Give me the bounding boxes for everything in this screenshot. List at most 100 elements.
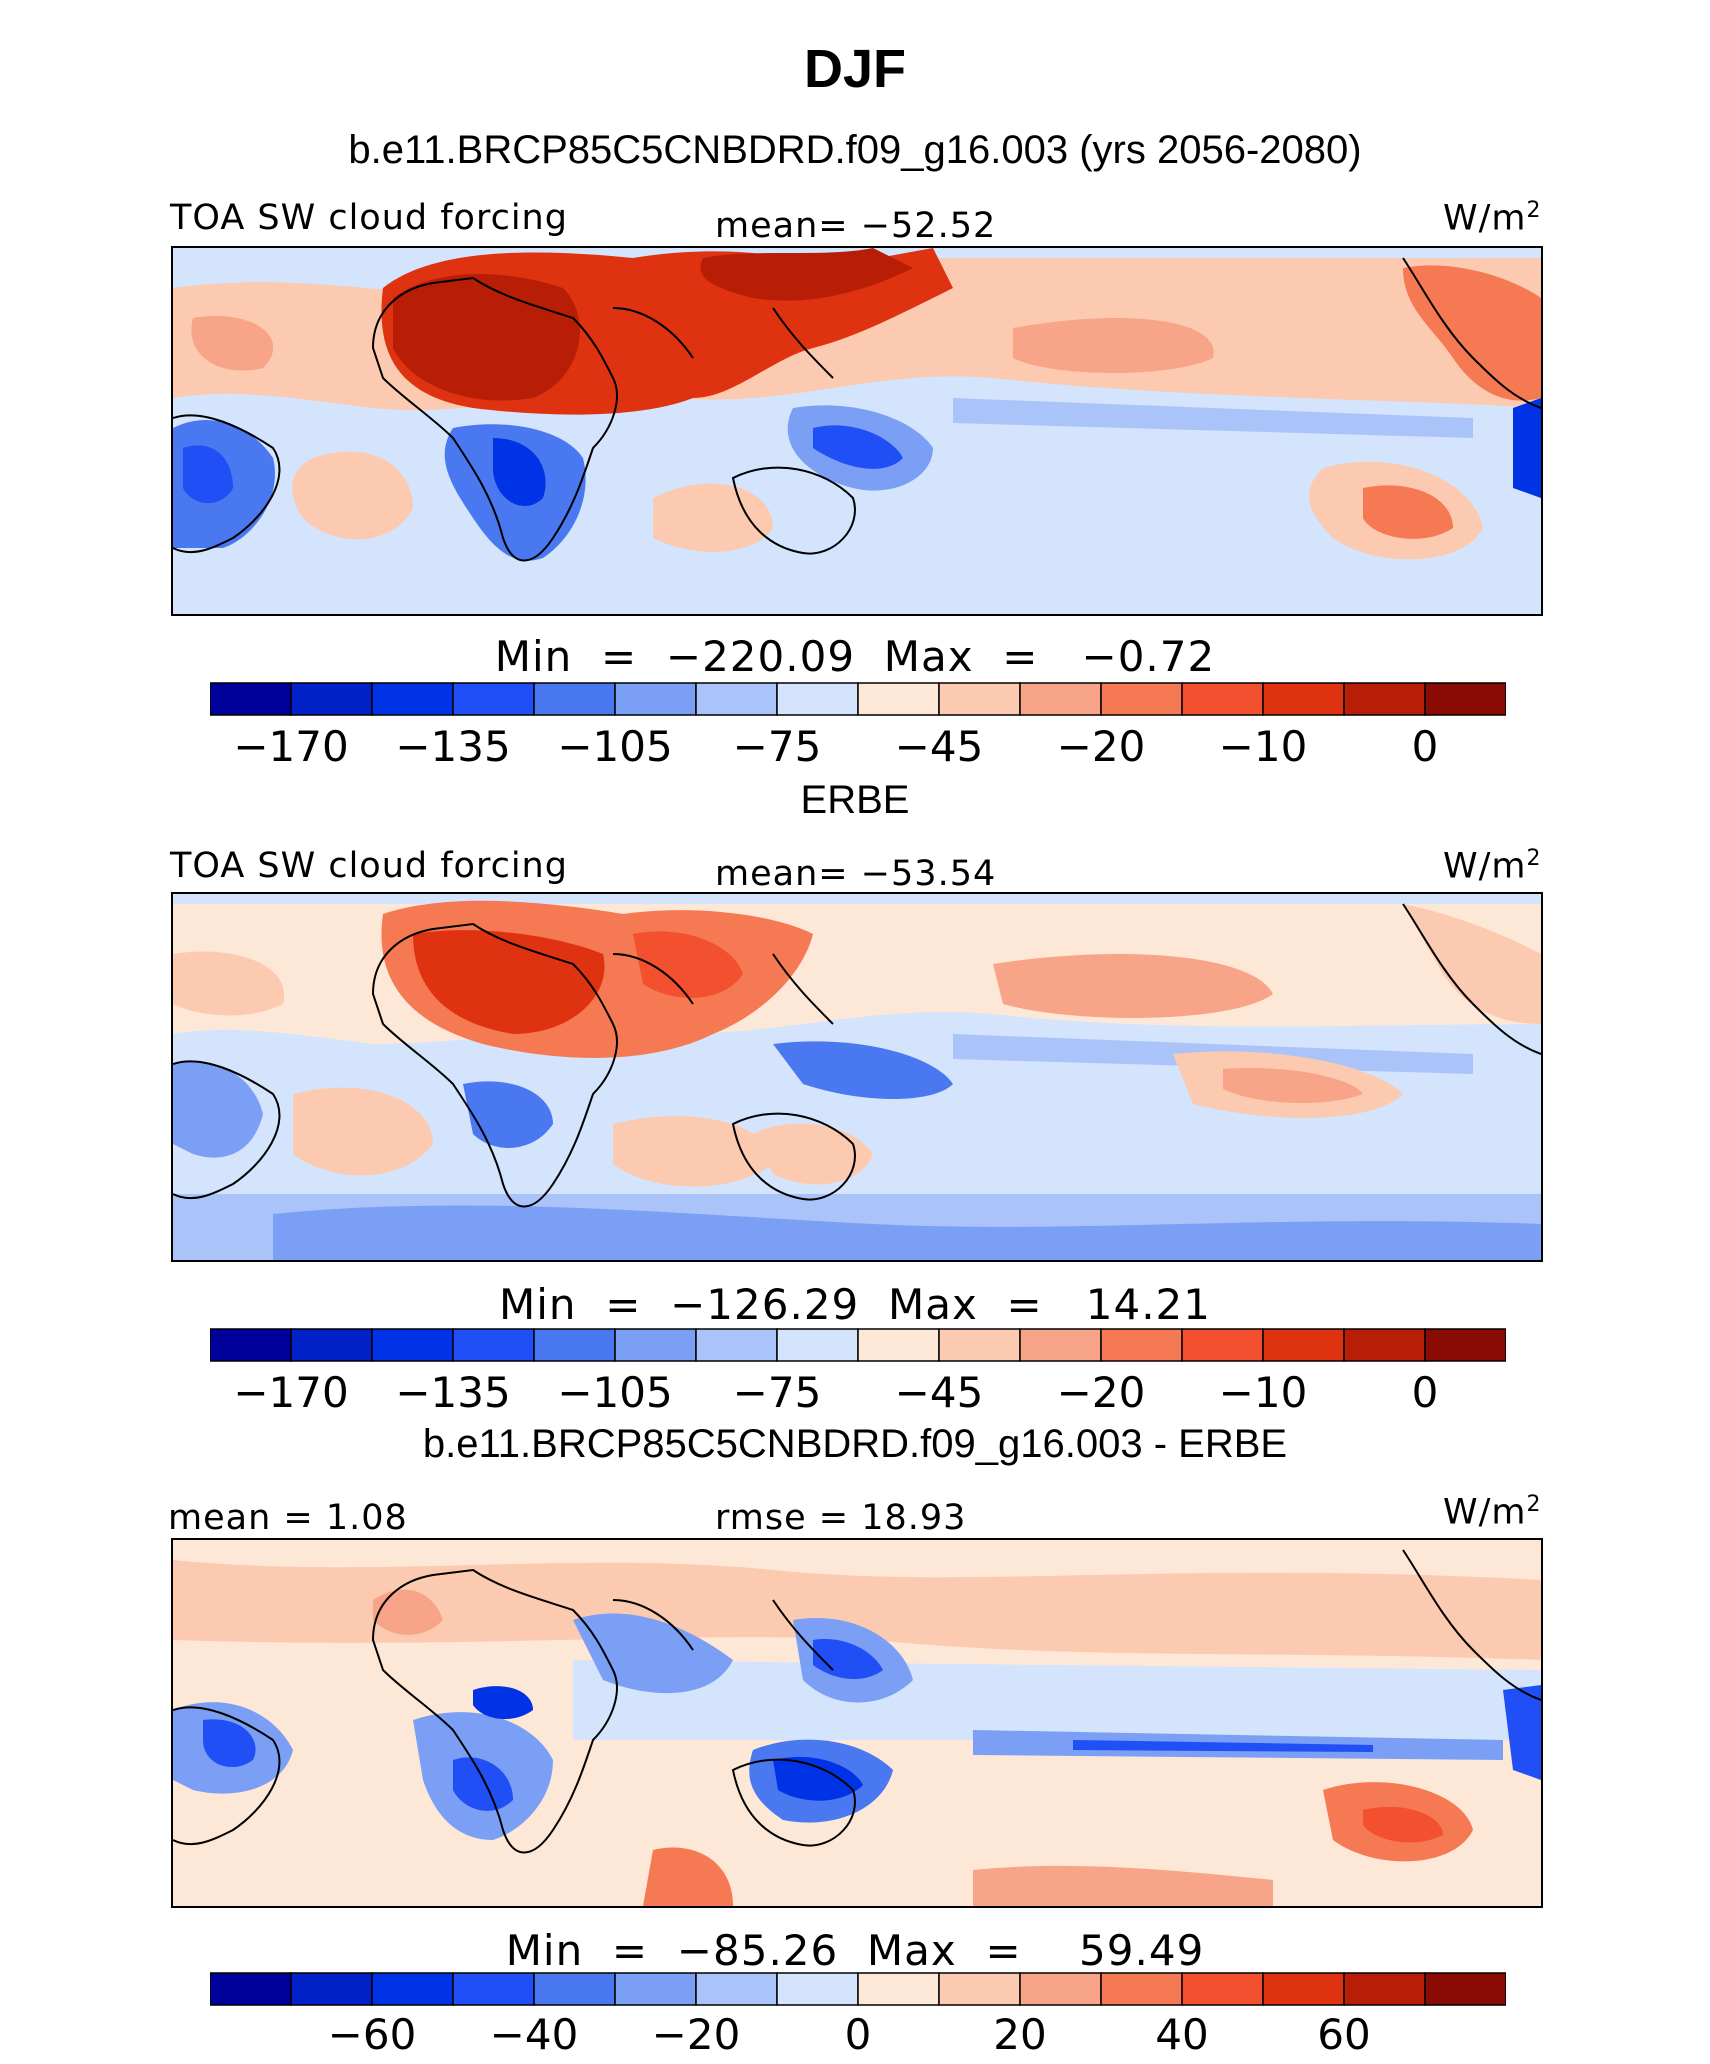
colorbar-tick-label: −75 (732, 1368, 822, 1417)
panel2-map (171, 892, 1543, 1262)
colorbar-swatch-2-8 (857, 1972, 940, 2006)
panel3-coastlines (173, 1549, 1541, 1854)
colorbar-tick-label: −170 (233, 722, 349, 771)
panel2-africa-coast (371, 922, 618, 1208)
panel1-units-label: W/m2 (1443, 198, 1542, 239)
panel3-africa-coast (371, 1568, 618, 1854)
colorbar-swatch-2-0 (210, 1972, 292, 2006)
colorbar-swatch-1-1 (290, 1328, 373, 1362)
colorbar-swatch-1-5 (614, 1328, 697, 1362)
colorbar-tick-label: −20 (651, 2010, 741, 2059)
panel1-region (953, 398, 1473, 438)
panel3-region (1073, 1740, 1373, 1752)
colorbar-swatch-1-3 (452, 1328, 535, 1362)
panel1-mean-label: mean= −52.52 (715, 206, 997, 246)
colorbar-swatch-0-2 (371, 682, 454, 716)
colorbar-tick-label: −170 (233, 1368, 349, 1417)
colorbar-tick-label: 60 (1317, 2010, 1371, 2059)
colorbar-tick-label: −40 (489, 2010, 579, 2059)
colorbar-swatch-2-14 (1343, 1972, 1426, 2006)
panel1-coastlines (173, 257, 1541, 562)
panel1-field-label: TOA SW cloud forcing (170, 198, 568, 238)
colorbar-swatch-1-14 (1343, 1328, 1426, 1362)
panel1-africa-coast (371, 276, 618, 562)
panel2-region (1223, 1068, 1363, 1104)
colorbar-swatch-0-14 (1343, 682, 1426, 716)
colorbar-swatch-1-10 (1019, 1328, 1102, 1362)
colorbar-tick-label: −75 (732, 722, 822, 771)
colorbar-tick-label: 40 (1155, 2010, 1209, 2059)
panel1-region (292, 451, 413, 540)
panel3-region (1503, 1685, 1541, 1780)
panel3-region (473, 1686, 533, 1720)
panel2-region (173, 951, 285, 1016)
panel2-coastlines (173, 903, 1541, 1208)
colorbar-swatch-0-0 (210, 682, 292, 716)
colorbar-swatch-0-4 (533, 682, 616, 716)
panel2-region (633, 931, 743, 998)
panel2-map-svg (173, 894, 1541, 1260)
colorbar-swatch-0-5 (614, 682, 697, 716)
colorbar-swatch-0-15 (1424, 682, 1506, 716)
colorbar-tick-label: −105 (557, 1368, 673, 1417)
panel3-min-max: Min = −85.26 Max = 59.49 (505, 1926, 1205, 1975)
panel3-asia-coast (772, 1599, 834, 1671)
panel1-subtitle: b.e11.BRCP85C5CNBDRD.f09_g16.003 (yrs 20… (348, 128, 1362, 172)
colorbar-swatch-1-0 (210, 1328, 292, 1362)
panel1-asia-coast (772, 307, 834, 379)
colorbar-tick-label: −20 (1056, 1368, 1146, 1417)
panel3-region (1363, 1806, 1443, 1843)
panel3-namerica-coast (1402, 1549, 1541, 1701)
panel1-australia-coast (731, 466, 856, 555)
panel3-map (171, 1538, 1543, 1908)
panel3-region (643, 1847, 733, 1906)
panel1-samerica-coast (173, 414, 281, 554)
panel1-region (191, 316, 274, 371)
colorbar-swatch-1-15 (1424, 1328, 1506, 1362)
panel3-colorbar (210, 1972, 1506, 2006)
colorbar-swatch-1-2 (371, 1328, 454, 1362)
colorbar-swatch-0-11 (1100, 682, 1183, 716)
colorbar-swatch-1-4 (533, 1328, 616, 1362)
colorbar-swatch-1-6 (695, 1328, 778, 1362)
colorbar-tick-label: 0 (1411, 1368, 1439, 1417)
panel2-region (613, 1116, 773, 1187)
panel3-map-svg (173, 1540, 1541, 1906)
colorbar-tick-label: −20 (1056, 722, 1146, 771)
colorbar-swatch-0-10 (1019, 682, 1102, 716)
panel2-min-max: Min = −126.29 Max = 14.21 (499, 1280, 1211, 1329)
colorbar-swatch-0-3 (452, 682, 535, 716)
colorbar-swatch-0-12 (1181, 682, 1264, 716)
panel1-region (813, 425, 903, 469)
panel3-units-label: W/m2 (1443, 1492, 1542, 1533)
colorbar-tick-label: −105 (557, 722, 673, 771)
panel3-region (373, 1589, 443, 1635)
colorbar-swatch-2-5 (614, 1972, 697, 2006)
colorbar-swatch-2-7 (776, 1972, 859, 2006)
colorbar-tick-label: −135 (395, 722, 511, 771)
colorbar-swatch-2-4 (533, 1972, 616, 2006)
panel3-samerica-coast (173, 1706, 281, 1846)
colorbar-tick-label: −10 (1218, 1368, 1308, 1417)
panel2-field-label: TOA SW cloud forcing (170, 846, 568, 886)
colorbar-swatch-2-3 (452, 1972, 535, 2006)
colorbar-swatch-1-13 (1262, 1328, 1345, 1362)
colorbar-tick-label: −45 (894, 1368, 984, 1417)
panel3-region (813, 1639, 883, 1680)
panel2-region (293, 1087, 433, 1176)
panel1-region (653, 483, 773, 552)
panel2-mean-label: mean= −53.54 (715, 854, 997, 894)
panel2-colorbar (210, 1328, 1506, 1362)
panel1-map-svg (173, 248, 1541, 614)
panel2-region (463, 1081, 553, 1148)
panel3-mean-label: mean = 1.08 (168, 1498, 408, 1538)
colorbar-swatch-1-12 (1181, 1328, 1264, 1362)
panel2-region (1403, 904, 1541, 1024)
panel2-units-label: W/m2 (1443, 846, 1542, 887)
panel1-region (700, 248, 913, 301)
panel1-namerica-coast (1402, 257, 1541, 409)
colorbar-swatch-2-12 (1181, 1972, 1264, 2006)
colorbar-swatch-2-2 (371, 1972, 454, 2006)
panel1-region (493, 438, 546, 507)
panel2-arabia-coast (612, 953, 694, 1005)
